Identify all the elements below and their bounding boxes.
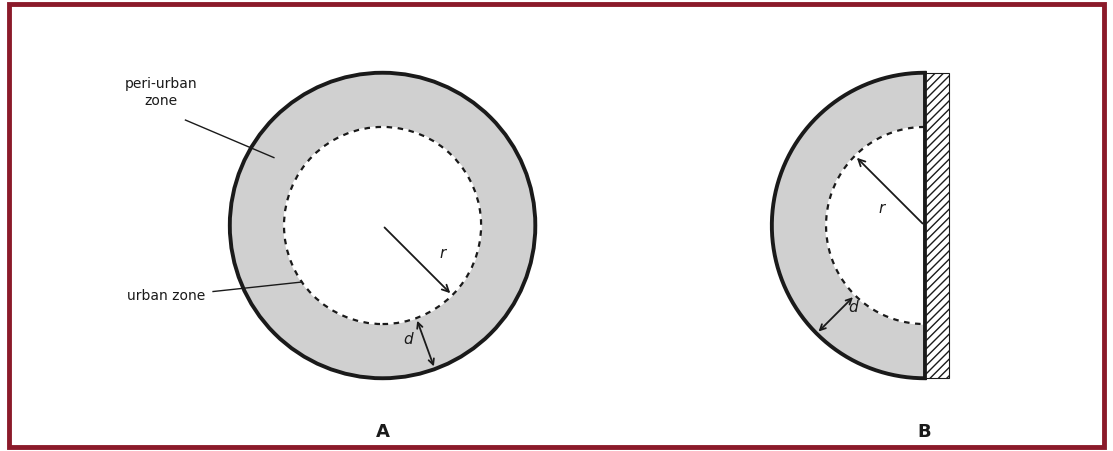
Text: r: r — [440, 247, 445, 262]
Polygon shape — [826, 127, 925, 324]
Circle shape — [229, 73, 535, 378]
Polygon shape — [771, 73, 925, 378]
Text: A: A — [375, 423, 390, 442]
Text: d: d — [848, 300, 858, 315]
Text: d: d — [403, 332, 413, 347]
Circle shape — [284, 127, 481, 324]
Text: B: B — [918, 423, 932, 442]
Text: r: r — [878, 201, 885, 216]
Text: urban zone: urban zone — [127, 290, 205, 304]
Text: peri-urban
zone: peri-urban zone — [125, 78, 197, 107]
Bar — [925, 73, 949, 378]
